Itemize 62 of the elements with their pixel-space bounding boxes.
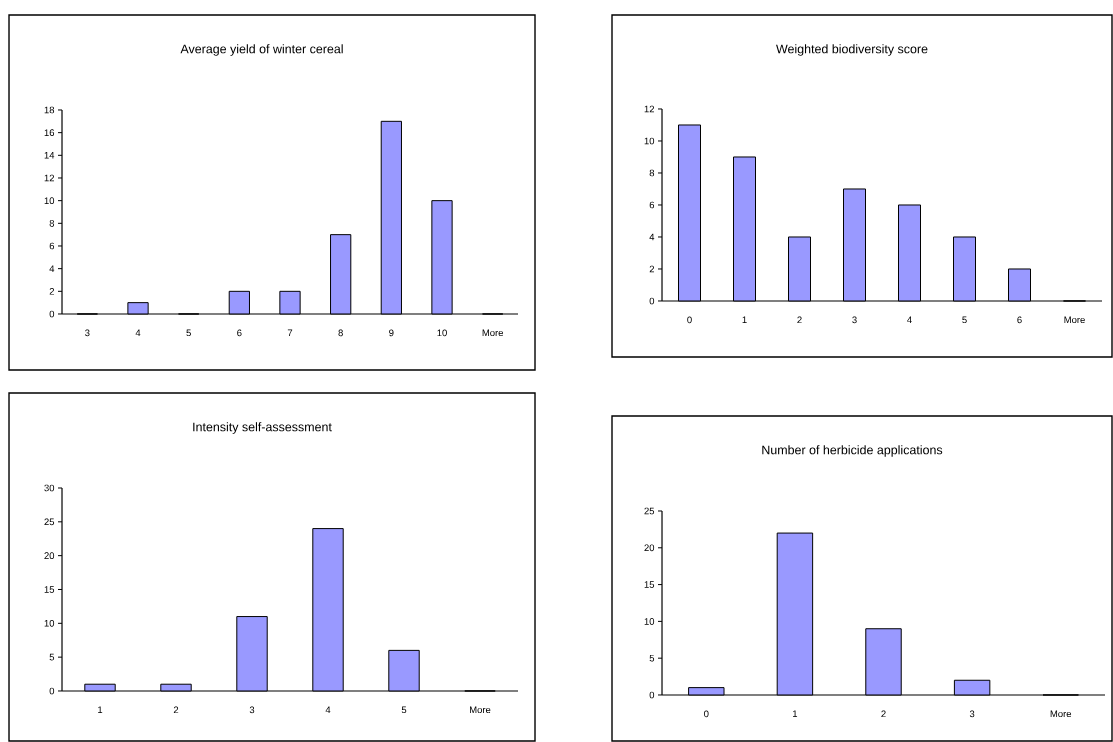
x-tick-label: More bbox=[1064, 316, 1085, 324]
y-tick-label: 5 bbox=[49, 653, 55, 661]
x-tick-label: 2 bbox=[881, 710, 886, 718]
x-tick-label: 3 bbox=[249, 706, 255, 714]
y-tick-label: 12 bbox=[44, 174, 55, 182]
y-tick-label: 14 bbox=[44, 152, 55, 159]
y-tick-label: 6 bbox=[49, 242, 55, 250]
y-tick-label: 15 bbox=[44, 586, 55, 593]
y-tick-label: 5 bbox=[649, 654, 655, 662]
x-tick-label: 6 bbox=[237, 329, 242, 337]
x-tick-label: 0 bbox=[687, 316, 692, 324]
x-tick-label: 3 bbox=[85, 329, 90, 337]
y-tick-label: 8 bbox=[49, 219, 55, 227]
x-tick-label: 8 bbox=[338, 329, 343, 337]
x-tick-label: 9 bbox=[389, 329, 394, 337]
y-tick-label: 10 bbox=[44, 619, 55, 627]
x-tick-label: 4 bbox=[907, 316, 912, 324]
y-tick-label: 8 bbox=[649, 169, 655, 177]
x-tick-label: 4 bbox=[135, 329, 141, 337]
x-tick-label: More bbox=[482, 329, 504, 337]
x-tick-label: 2 bbox=[797, 316, 802, 324]
y-tick-label: 20 bbox=[644, 544, 655, 552]
y-tick-label: 2 bbox=[649, 265, 655, 273]
x-tick-label: 5 bbox=[186, 329, 191, 337]
x-tick-label: More bbox=[470, 706, 491, 714]
y-tick-label: 15 bbox=[644, 581, 655, 588]
y-tick-label: 25 bbox=[644, 507, 655, 515]
y-tick-label: 4 bbox=[49, 265, 55, 272]
y-tick-label: 12 bbox=[644, 105, 655, 113]
x-tick-label: 3 bbox=[969, 710, 975, 718]
x-tick-label: 5 bbox=[401, 706, 407, 714]
y-tick-label: 18 bbox=[44, 106, 55, 114]
x-tick-label: 0 bbox=[704, 710, 709, 718]
x-tick-label: 2 bbox=[173, 706, 179, 714]
x-tick-label: 10 bbox=[437, 329, 447, 337]
y-tick-label: 2 bbox=[49, 288, 55, 295]
y-tick-label: 10 bbox=[644, 618, 655, 625]
y-tick-label: 10 bbox=[44, 197, 55, 204]
y-tick-label: 6 bbox=[649, 201, 655, 209]
x-tick-label: 1 bbox=[742, 316, 747, 324]
x-tick-label: 7 bbox=[287, 329, 293, 337]
y-tick-label: 0 bbox=[49, 310, 55, 318]
chart-title: Weighted biodiversity score bbox=[776, 44, 928, 56]
x-tick-label: 5 bbox=[962, 316, 967, 324]
y-tick-label: 10 bbox=[644, 137, 655, 145]
y-tick-label: 0 bbox=[49, 687, 55, 695]
chart-title: Number of herbicide applications bbox=[762, 445, 943, 457]
chart-title: Average yield of winter cereal bbox=[180, 44, 343, 56]
y-tick-label: 25 bbox=[44, 518, 55, 526]
chart-title: Intensity self-assessment bbox=[193, 422, 332, 434]
x-tick-label: 1 bbox=[793, 710, 798, 718]
x-tick-label: 6 bbox=[1017, 316, 1022, 324]
y-tick-label: 20 bbox=[44, 552, 55, 559]
x-tick-label: More bbox=[1050, 710, 1072, 718]
y-tick-label: 30 bbox=[44, 484, 55, 492]
y-tick-label: 0 bbox=[649, 297, 655, 305]
x-tick-label: 3 bbox=[852, 316, 857, 324]
x-tick-label: 4 bbox=[325, 706, 331, 714]
y-tick-label: 0 bbox=[649, 691, 655, 699]
y-tick-label: 4 bbox=[649, 233, 655, 241]
y-tick-label: 16 bbox=[44, 129, 55, 136]
x-tick-label: 1 bbox=[98, 706, 103, 714]
